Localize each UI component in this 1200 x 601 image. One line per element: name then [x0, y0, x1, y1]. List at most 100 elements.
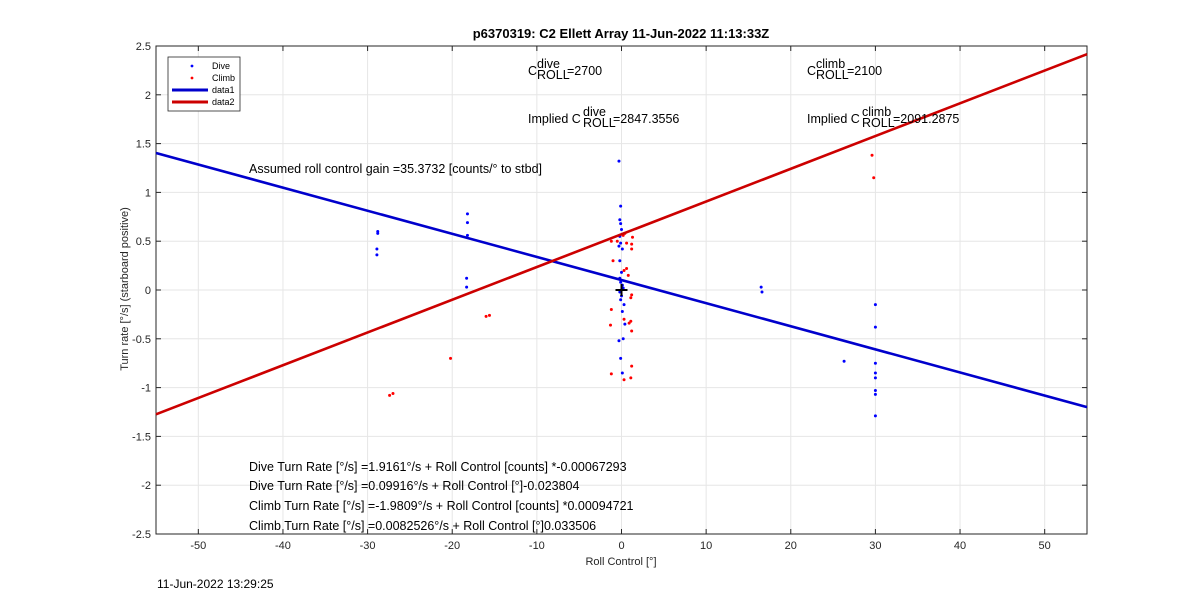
dive-point: [622, 303, 626, 307]
dive-point: [620, 270, 623, 274]
dive-point: [842, 359, 846, 363]
y-tick-label: 2.5: [136, 41, 151, 53]
x-tick-label: -40: [275, 540, 291, 552]
dive-point: [873, 303, 877, 307]
x-tick-label: -50: [190, 540, 206, 552]
implied-climb-annotation: Implied C climb ROLL =2091.2875: [807, 105, 959, 130]
c-dive-sup: dive: [537, 57, 560, 71]
legend-climb-marker: [190, 76, 194, 80]
y-tick-label: -1: [141, 383, 151, 395]
data2-fit-line: [155, 52, 1088, 416]
x-tick-label: 30: [869, 540, 881, 552]
dive-point: [873, 361, 877, 365]
legend-data2-label: data2: [212, 97, 235, 107]
c-climb-value: =2100: [847, 64, 882, 78]
dive-point: [617, 159, 621, 163]
dive-point: [376, 231, 380, 235]
dive-point: [619, 280, 623, 284]
legend-dive-marker: [190, 64, 194, 68]
x-tick-label: -10: [529, 540, 545, 552]
dive-point: [465, 276, 469, 280]
climb-point: [630, 247, 634, 251]
climb-point: [487, 313, 491, 317]
climb-point: [629, 319, 633, 323]
c-dive-base: C: [528, 64, 537, 78]
gain-annotation: Assumed roll control gain =35.3732 [coun…: [249, 162, 542, 176]
dive-point: [760, 290, 764, 294]
dive-point: [619, 204, 623, 208]
climb-point: [872, 176, 876, 180]
climb-point: [630, 293, 634, 297]
climb-point: [870, 153, 874, 157]
dive-point: [873, 392, 877, 396]
x-tick-label: 20: [785, 540, 797, 552]
axis-ticks: -50 -40 -30 -20 -10 0 10 20 30 40 50-2.5-2-1.5-1-0…: [132, 41, 1087, 552]
x-tick-label: 0: [618, 540, 624, 552]
climb-point: [609, 372, 613, 376]
legend-climb-label: Climb: [212, 73, 235, 83]
c-dive-value: =2700: [567, 64, 602, 78]
climb-point: [622, 317, 626, 321]
climb-point: [625, 267, 629, 271]
data-points: [375, 153, 877, 418]
dive-point: [619, 222, 623, 226]
data1-fit-line: [155, 151, 1088, 409]
dive-point: [465, 221, 469, 225]
climb-point: [630, 329, 634, 333]
implied-climb-value: =2091.2875: [893, 112, 959, 126]
y-tick-label: -0.5: [132, 334, 151, 346]
c-climb-base: C: [807, 64, 816, 78]
dive-point: [873, 325, 877, 329]
climb-eq-counts: Climb Turn Rate [°/s] =-1.9809°/s + Roll…: [249, 499, 634, 513]
climb-point: [631, 235, 635, 239]
climb-point: [391, 391, 395, 395]
climb-point: [609, 308, 613, 312]
x-tick-label: -20: [444, 540, 460, 552]
dive-point: [617, 244, 621, 248]
c-climb-annotation: C climb ROLL =2100: [807, 57, 882, 82]
dive-point: [375, 253, 379, 257]
climb-point: [388, 393, 392, 397]
climb-point: [622, 268, 626, 272]
dive-point: [620, 227, 623, 231]
dive-eq-counts: Dive Turn Rate [°/s] =1.9161°/s + Roll C…: [249, 460, 627, 474]
center-marker: [615, 284, 628, 296]
figure-timestamp: 11-Jun-2022 13:29:25: [157, 577, 274, 591]
y-tick-label: -2: [141, 480, 151, 492]
y-tick-label: 2: [145, 90, 151, 102]
y-tick-label: 1: [145, 187, 151, 199]
climb-point: [627, 321, 631, 325]
c-dive-annotation: C dive ROLL =2700: [528, 57, 602, 82]
climb-point: [625, 241, 629, 245]
x-axis-label: Roll Control [°]: [585, 556, 656, 568]
legend-data1-label: data1: [212, 85, 235, 95]
y-tick-label: 0.5: [136, 236, 151, 248]
dive-point: [617, 339, 621, 343]
dive-point: [465, 233, 469, 237]
dive-point: [618, 259, 622, 263]
dive-point: [465, 212, 469, 216]
climb-point: [626, 273, 630, 277]
implied-climb-label: Implied C: [807, 112, 860, 126]
dive-point: [619, 241, 623, 245]
dive-point: [620, 371, 624, 375]
y-tick-label: 1.5: [136, 139, 151, 151]
c-dive-sub: ROLL: [537, 68, 570, 82]
dive-point: [619, 298, 623, 302]
x-tick-label: 50: [1039, 540, 1051, 552]
climb-point: [615, 239, 619, 243]
dive-point: [465, 285, 469, 289]
dive-point: [873, 414, 877, 418]
y-tick-label: -1.5: [132, 431, 151, 443]
dive-point: [759, 285, 763, 289]
dive-point: [621, 337, 625, 341]
x-tick-label: -30: [360, 540, 376, 552]
dive-point: [873, 389, 877, 393]
fit-lines: [155, 52, 1088, 416]
climb-point: [630, 364, 634, 368]
dive-point: [619, 356, 623, 360]
x-tick-label: 10: [700, 540, 712, 552]
y-tick-label: 0: [145, 285, 151, 297]
implied-dive-annotation: Implied C dive ROLL =2847.3556: [528, 105, 679, 130]
